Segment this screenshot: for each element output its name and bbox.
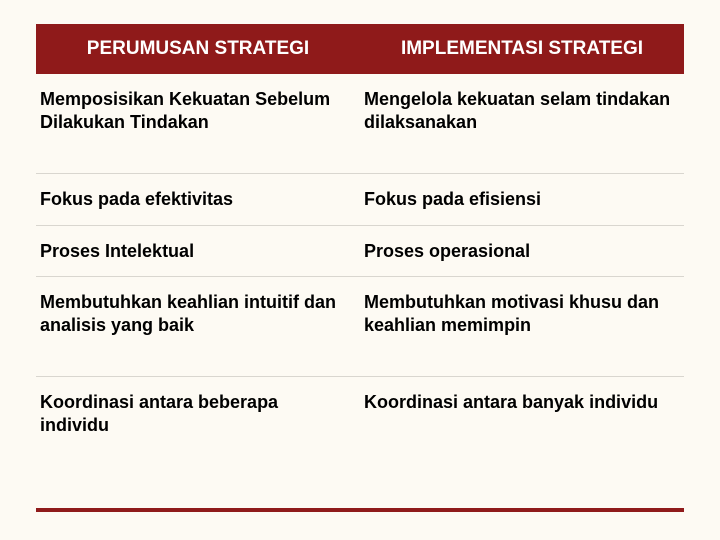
col-header-left: PERUMUSAN STRATEGI (36, 24, 360, 74)
table-row: Fokus pada efektivitas Fokus pada efisie… (36, 174, 684, 226)
cell-left: Membutuhkan keahlian intuitif dan analis… (36, 277, 360, 377)
col-header-right: IMPLEMENTASI STRATEGI (360, 24, 684, 74)
table-row: Koordinasi antara beberapa individu Koor… (36, 377, 684, 451)
cell-left: Fokus pada efektivitas (36, 174, 360, 226)
slide: PERUMUSAN STRATEGI IMPLEMENTASI STRATEGI… (0, 0, 720, 540)
cell-right: Fokus pada efisiensi (360, 174, 684, 226)
cell-right: Proses operasional (360, 225, 684, 277)
table-header-row: PERUMUSAN STRATEGI IMPLEMENTASI STRATEGI (36, 24, 684, 74)
cell-left: Koordinasi antara beberapa individu (36, 377, 360, 451)
cell-right: Membutuhkan motivasi khusu dan keahlian … (360, 277, 684, 377)
cell-right: Mengelola kekuatan selam tindakan dilaks… (360, 74, 684, 174)
cell-left: Memposisikan Kekuatan Sebelum Dilakukan … (36, 74, 360, 174)
table-row: Proses Intelektual Proses operasional (36, 225, 684, 277)
cell-left: Proses Intelektual (36, 225, 360, 277)
table-row: Memposisikan Kekuatan Sebelum Dilakukan … (36, 74, 684, 174)
table-row: Membutuhkan keahlian intuitif dan analis… (36, 277, 684, 377)
footer-accent-rule (36, 508, 684, 512)
cell-right: Koordinasi antara banyak individu (360, 377, 684, 451)
comparison-table: PERUMUSAN STRATEGI IMPLEMENTASI STRATEGI… (36, 24, 684, 450)
